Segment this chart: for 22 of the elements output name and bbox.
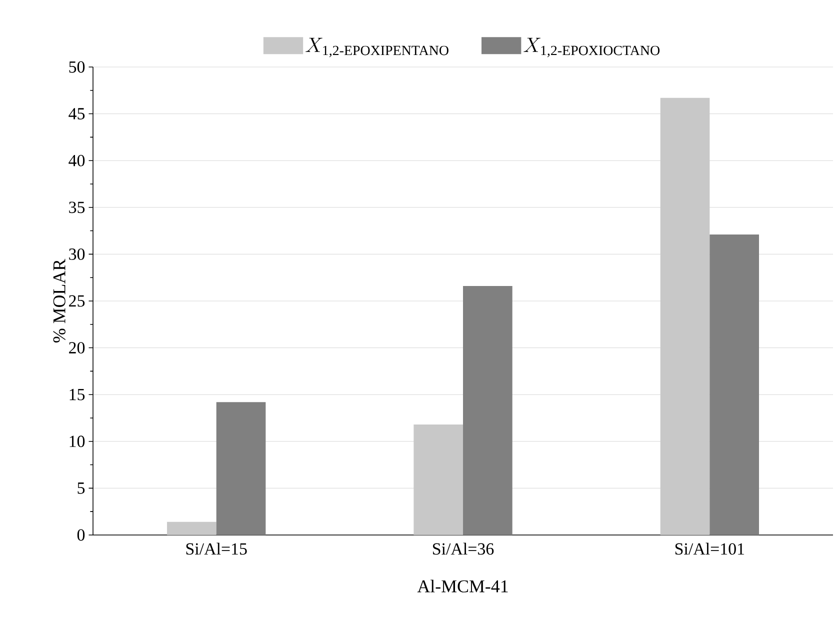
legend-label: $X_{\text{1,2-EPOXIOCTANO}}$ (524, 38, 660, 58)
bar (463, 286, 512, 535)
y-tick-label: 10 (70, 436, 85, 448)
y-tick-label: 50 (69, 61, 85, 73)
legend-label: $X_{\text{1,2-EPOXIPENTANO}}$ (306, 38, 448, 58)
y-tick-label: 30 (69, 248, 85, 260)
y-tick-label: 20 (69, 342, 85, 354)
y-tick-label: 15 (70, 388, 85, 400)
x-tick-label: Si/Al=101 (675, 542, 744, 555)
y-tick-label: 5 (78, 482, 85, 494)
y-tick-label: 25 (69, 295, 85, 307)
bar (216, 402, 266, 535)
y-tick-label: 45 (68, 108, 85, 120)
bar (710, 234, 760, 535)
x-axis-title: Al-MCM-41 (417, 580, 508, 592)
x-tick-label: Si/Al=36 (433, 542, 494, 555)
y-tick-label: 35 (69, 202, 85, 214)
y-tick-label: 0 (77, 529, 85, 541)
x-tick-label: Si/Al=15 (186, 542, 247, 555)
y-tick-label: 40 (68, 154, 85, 166)
bar (167, 522, 216, 535)
y-axis-title: % MOLAR (53, 258, 66, 342)
